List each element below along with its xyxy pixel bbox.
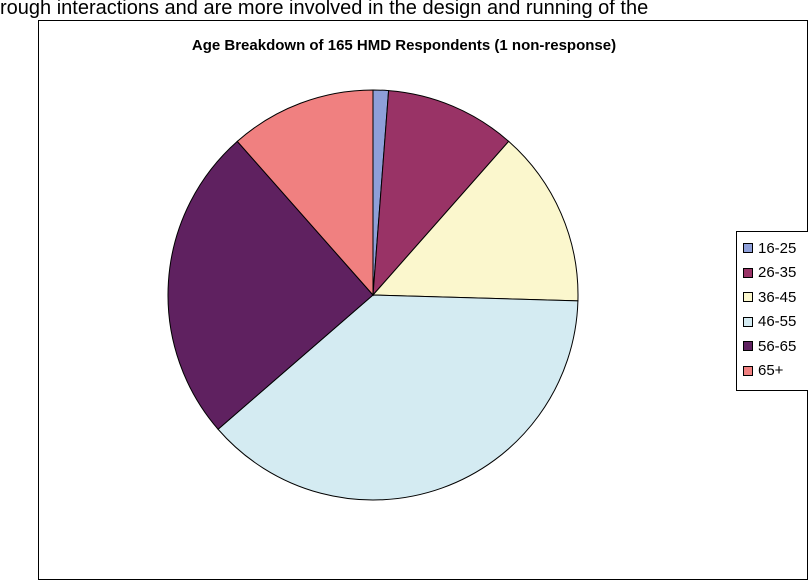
chart-title: Age Breakdown of 165 HMD Respondents (1 … (191, 37, 617, 54)
chart-area: Age Breakdown of 165 HMD Respondents (1 … (38, 20, 808, 580)
legend-item-16-25: 16-25 (737, 236, 808, 261)
legend-swatch (743, 243, 753, 254)
legend-label: 26-35 (758, 264, 797, 282)
pie-slice-65-plus (236, 89, 374, 297)
pie-plot (167, 89, 579, 501)
legend-swatch (743, 292, 753, 303)
legend-item-56-65: 56-65 (737, 334, 808, 359)
pie-slice-26-35 (372, 90, 510, 297)
legend-label: 56-65 (758, 337, 797, 355)
legend-item-26-35: 26-35 (737, 261, 808, 286)
pie-slice-56-65 (167, 140, 374, 430)
legend-swatch (743, 267, 753, 278)
chart-legend: 16-25 26-35 36-45 46-55 56-65 65+ (736, 231, 808, 391)
legend-label: 46-55 (758, 313, 797, 331)
pie-slice-46-55 (217, 294, 579, 501)
legend-swatch (743, 341, 753, 352)
legend-swatch (743, 365, 753, 376)
pie-slice-36-45 (371, 140, 579, 302)
legend-item-46-55: 46-55 (737, 310, 808, 335)
legend-swatch (743, 316, 753, 327)
document-body-text: rough interactions and are more involved… (0, 0, 649, 19)
legend-item-36-45: 36-45 (737, 285, 808, 310)
legend-label: 16-25 (758, 239, 797, 257)
legend-label: 65+ (758, 362, 784, 380)
legend-item-65-plus: 65+ (737, 359, 808, 384)
legend-label: 36-45 (758, 288, 797, 306)
